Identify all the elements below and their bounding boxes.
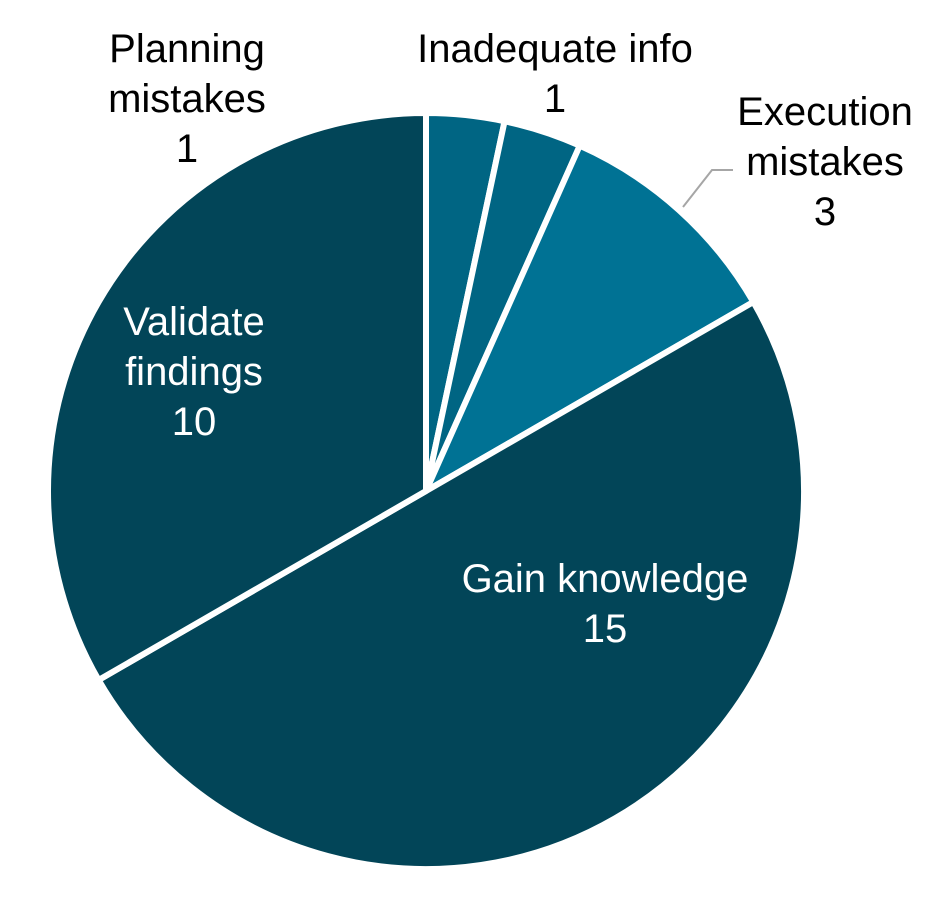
- slice-label-validate-findings: Validate findings 10: [123, 300, 265, 444]
- slice-value-validate-findings: 10: [172, 400, 217, 444]
- leader-line-execution-mistakes: [682, 169, 733, 208]
- slice-label-line: Validate: [123, 300, 265, 344]
- leader-lines-layer: [682, 169, 733, 208]
- slice-label-line: mistakes: [746, 140, 904, 184]
- slice-label-inadequate-info: Inadequate info 1: [417, 27, 693, 121]
- slices-layer: [45, 110, 807, 872]
- slice-label-execution-mistakes: Execution mistakes 3: [737, 90, 913, 234]
- slice-label-line: Execution: [737, 90, 913, 134]
- slice-value-planning-mistakes: 1: [176, 127, 198, 171]
- slice-label-line: Inadequate info: [417, 27, 693, 71]
- pie-slice-execution-mistakes: [423, 142, 757, 494]
- slice-value-execution-mistakes: 3: [814, 190, 836, 234]
- slice-value-gain-knowledge: 15: [583, 607, 628, 651]
- slice-label-line: Planning: [109, 27, 265, 71]
- slice-label-planning-mistakes: Planning mistakes 1: [108, 27, 266, 171]
- slice-label-gain-knowledge: Gain knowledge 15: [462, 557, 749, 651]
- pie-slice-gain-knowledge: [95, 299, 807, 872]
- slice-label-line: findings: [125, 350, 263, 394]
- labels-layer: Planning mistakes 1 Inadequate info 1 Executi…: [108, 27, 913, 651]
- slice-label-line: mistakes: [108, 77, 266, 121]
- slice-label-line: Gain knowledge: [462, 557, 749, 601]
- pie-slice-validate-findings: [45, 110, 429, 683]
- slice-value-inadequate-info: 1: [544, 77, 566, 121]
